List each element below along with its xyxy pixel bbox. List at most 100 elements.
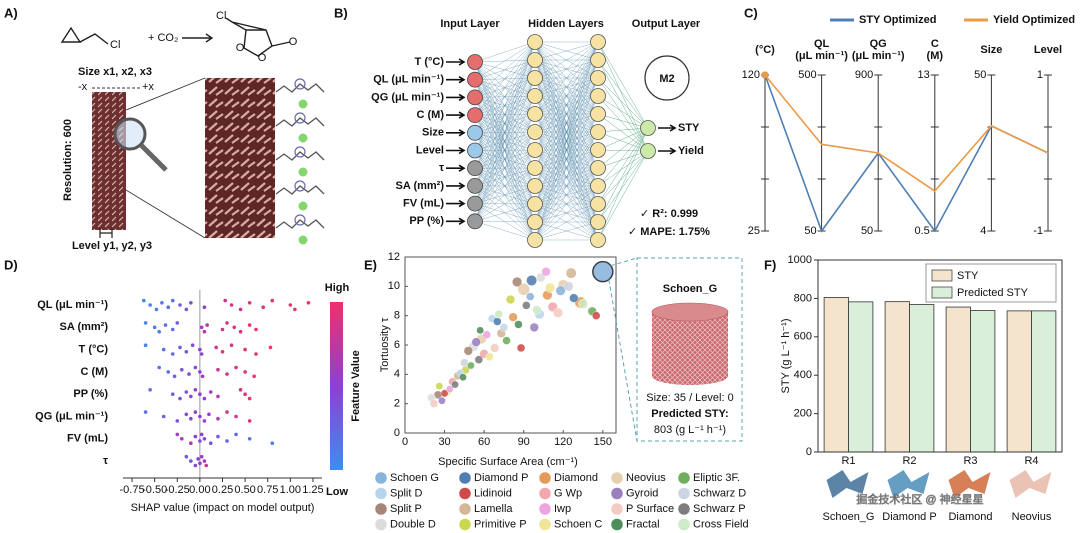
bubble: [467, 361, 475, 370]
watermark: 掘金技术社区 @ 神经星星: [856, 492, 983, 506]
shap-point: [202, 459, 207, 463]
connection: [534, 77, 599, 241]
arrow: [446, 164, 466, 172]
model-label: M2: [659, 73, 674, 85]
hidden-node: [527, 142, 543, 158]
shap-point: [202, 419, 207, 423]
hidden-node: [527, 70, 543, 86]
level-label: Level y1, y2, y3: [72, 240, 152, 252]
input-node: [467, 54, 483, 70]
axis-title: STY (g L⁻¹ h⁻¹): [780, 319, 792, 394]
shap-point: [198, 392, 202, 397]
shap-point: [234, 432, 238, 437]
bar: [945, 306, 971, 453]
legend-label: Iwp: [554, 503, 571, 515]
callout-text: 803 (g L⁻¹ h⁻¹): [654, 424, 726, 436]
molecule-ring: [294, 112, 306, 124]
legend-marker: [374, 502, 388, 516]
shap-point: [214, 345, 218, 350]
bubble: [502, 336, 511, 345]
connection: [474, 149, 536, 222]
shap-point: [148, 303, 152, 307]
structure-label: Neovius: [1012, 511, 1052, 523]
connection: [474, 221, 536, 241]
shap-point: [216, 434, 220, 439]
anion: [298, 235, 308, 245]
bar: [909, 304, 935, 453]
resolution-label: Resolution: 600: [62, 119, 74, 201]
bubble: [526, 292, 535, 301]
shap-point: [243, 347, 247, 352]
shap-point: [254, 352, 258, 356]
shap-point: [261, 305, 266, 310]
legend-swatch: [931, 286, 953, 299]
shap-point: [175, 419, 180, 423]
bubble: [578, 298, 589, 309]
shap-point: [293, 307, 297, 312]
structure-icon: [887, 470, 930, 498]
molecule-ring: [294, 180, 306, 192]
anion: [298, 99, 308, 109]
arrow: [658, 147, 677, 155]
legend-marker: [610, 502, 624, 516]
legend-swatch: [931, 269, 953, 282]
connection: [474, 77, 536, 222]
shap-point: [154, 307, 159, 312]
shap-point: [157, 329, 161, 334]
panel-label: E): [364, 257, 377, 272]
tick-label: 1.25: [302, 484, 323, 496]
bubble: [552, 307, 563, 318]
panel-label: C): [744, 5, 758, 20]
legend-label: Lidinoid: [474, 487, 512, 499]
output-node: [640, 120, 656, 136]
arrow: [446, 129, 466, 137]
metric: ✓ MAPE: 1.75%: [628, 226, 710, 238]
shap-point: [234, 414, 238, 419]
bond: [225, 17, 233, 23]
legend-label: Split D: [390, 487, 422, 499]
shap-point: [143, 343, 148, 348]
legend-marker: [538, 502, 552, 516]
legend-marker: [458, 487, 472, 500]
connection: [597, 113, 649, 152]
bubble: [522, 301, 531, 310]
input-node: [467, 160, 483, 177]
shap-point: [193, 463, 198, 468]
shap-point: [178, 303, 182, 307]
axis-title: SHAP value (impact on model output): [131, 502, 315, 514]
shap-point: [238, 307, 243, 312]
shap-point: [225, 372, 229, 376]
input-label: PP (%): [409, 215, 444, 227]
connection: [534, 95, 599, 241]
anion: [298, 167, 308, 177]
legend-marker: [458, 471, 472, 485]
legend-label: Diamond: [554, 472, 598, 484]
shap-point: [270, 298, 275, 303]
shap-point: [306, 301, 311, 305]
tick-label: 500: [798, 69, 816, 81]
bubble: [505, 294, 516, 305]
shap-point: [225, 439, 229, 443]
hidden-node: [590, 106, 606, 122]
connection: [474, 41, 536, 169]
layer-title: Output Layer: [632, 18, 701, 30]
connection: [597, 41, 649, 129]
connection: [474, 167, 536, 222]
connection: [474, 41, 536, 151]
connection: [474, 113, 536, 222]
hidden-node: [527, 232, 543, 248]
reagent-label: + CO₂: [148, 32, 178, 44]
atom-label: Cl: [216, 10, 226, 22]
connection: [474, 41, 536, 222]
tick-label: 13: [918, 69, 930, 81]
legend-marker: [374, 471, 388, 485]
shap-point: [193, 434, 198, 439]
connection: [597, 127, 649, 205]
layer-title: Input Layer: [440, 18, 500, 30]
feature-label: QL (μL min⁻¹): [37, 299, 108, 311]
legend-label: Eliptic 3F.: [693, 472, 740, 484]
connection: [534, 41, 599, 169]
shap-point: [178, 345, 182, 350]
shap-point: [175, 321, 180, 325]
zoom-detail: [205, 78, 275, 238]
